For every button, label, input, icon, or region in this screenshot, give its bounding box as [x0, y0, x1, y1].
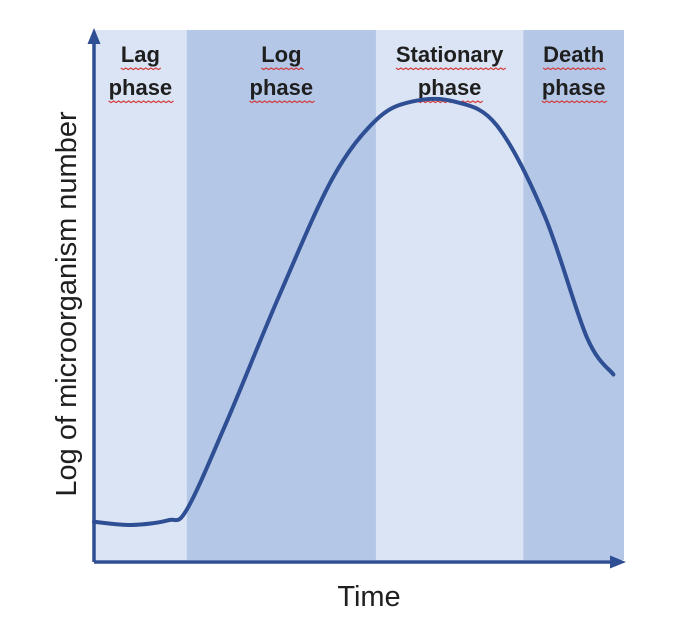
phase-bands	[94, 30, 624, 560]
spellcheck-underline	[108, 100, 174, 104]
x-axis-arrowhead	[610, 555, 626, 569]
phase-label-3-line2: phase	[542, 75, 606, 100]
phase-label-0-line2: phase	[109, 75, 173, 100]
y-axis-arrowhead	[87, 28, 101, 44]
spellcheck-underline	[541, 100, 608, 104]
spellcheck-underline	[395, 67, 507, 71]
growth-curve-line	[92, 96, 616, 528]
spellcheck-underline	[542, 67, 606, 71]
y-axis-label: Log of microorganism number	[51, 111, 83, 497]
phase-label-1-line2: phase	[250, 75, 314, 100]
phase-label-2-line2: phase	[418, 75, 482, 100]
phase-label-2-line1: Stationary	[396, 42, 504, 67]
phase-band-2	[375, 30, 524, 560]
spellcheck-underline	[260, 67, 305, 71]
spellcheck-underline	[120, 67, 162, 71]
phase-label-0-line1: Lag	[121, 42, 160, 67]
phase-label-3-line1: Death	[543, 42, 604, 67]
phase-label-1-line1: Log	[261, 42, 301, 67]
spellcheck-underline	[249, 100, 315, 104]
phase-labels: Lag phase Log phase Stationary phase Death phas…	[108, 42, 608, 104]
x-axis-label: Time	[337, 581, 400, 613]
phase-band-0	[94, 30, 187, 560]
